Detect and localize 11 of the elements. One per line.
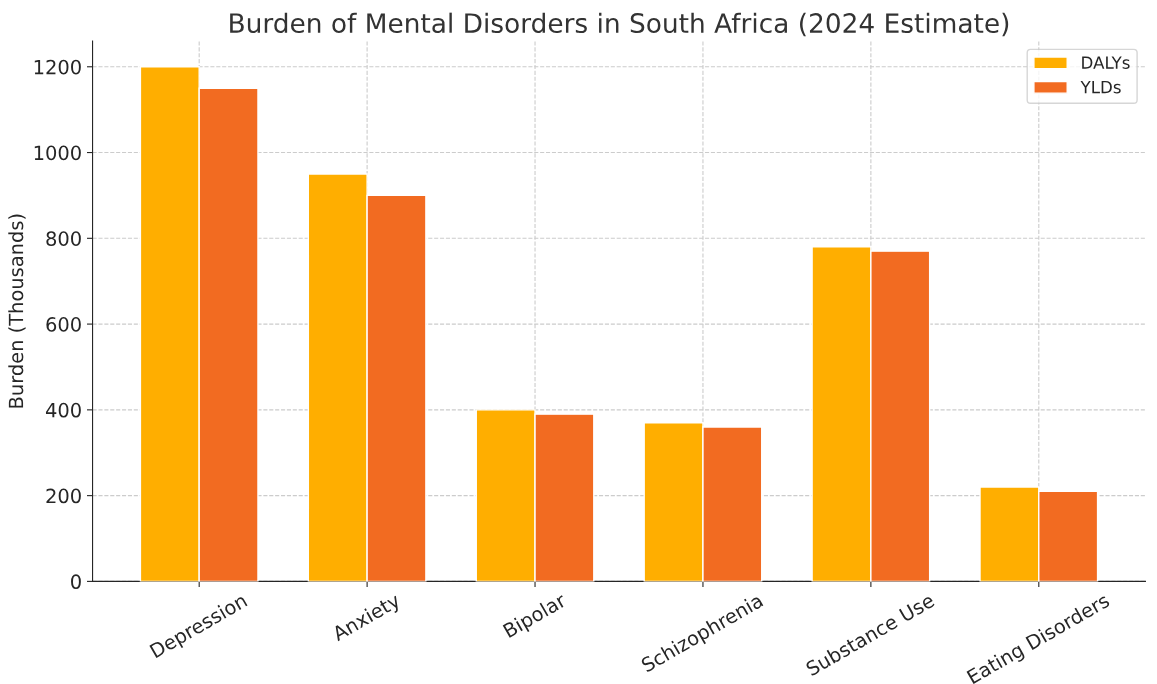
y-tick-label: 0	[71, 574, 81, 590]
y-tick-label: 400	[45, 402, 81, 418]
y-tick-label: 600	[46, 317, 81, 332]
legend-label: YLDs	[1080, 81, 1121, 94]
legend-label: DALYs	[1082, 56, 1130, 69]
y-tick-label: 200	[46, 488, 81, 504]
y-tick-label: 800	[46, 231, 81, 246]
y-tick-label: 1000	[34, 145, 81, 161]
y-axis-title: Burden (Thousands)	[8, 214, 26, 408]
chart-title: Burden of Mental Disorders in South Africa (2024 Estimate)	[230, 12, 1009, 37]
y-tick-label: 1200	[34, 59, 81, 75]
